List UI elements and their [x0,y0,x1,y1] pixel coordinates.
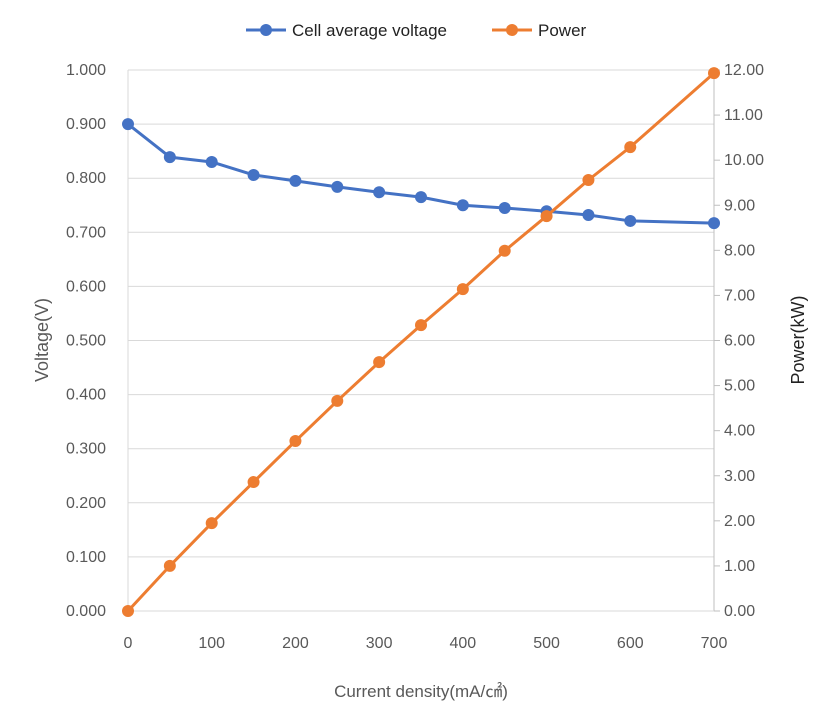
y-tick-label: 0.600 [66,278,106,295]
x-tick-label: 600 [617,635,644,652]
x-tick-label: 0 [124,635,133,652]
y-axis-title: Voltage(V) [32,298,52,382]
y-tick-label: 0.500 [66,333,106,350]
data-point [163,151,176,164]
x-tick-label: 700 [701,635,728,652]
y-tick-label: 1.000 [66,62,106,79]
y-tick-label: 0.300 [66,441,106,458]
data-point [498,201,511,214]
legend-label: Cell average voltage [292,21,447,40]
data-point [331,180,344,193]
legend: Cell average voltage Power [246,21,587,40]
y2-tick-label: 1.00 [724,558,755,575]
data-point [331,394,344,407]
y2-tick-label: 2.00 [724,513,755,530]
legend-label: Power [538,21,587,40]
series-line-0 [127,122,715,225]
y2-tick-label: 3.00 [724,468,755,485]
legend-marker [506,24,518,36]
y2-tick-label: 10.00 [724,152,764,169]
y-tick-label: 0.100 [66,549,106,566]
x-tick-label: 300 [366,635,393,652]
y2-tick-label: 6.00 [724,333,755,350]
y2-tick-label: 4.00 [724,423,755,440]
x-axis-title: Current density(mA/㎠) [334,682,508,701]
x-tick-label: 200 [282,635,309,652]
y-tick-label: 0.400 [66,387,106,404]
y2-tick-label: 7.00 [724,287,755,304]
y-tick-label: 0.200 [66,495,106,512]
legend-marker [260,24,272,36]
data-point [247,476,260,489]
y-tick-label: 0.900 [66,116,106,133]
y2-tick-label: 8.00 [724,242,755,259]
data-point [373,356,386,369]
data-point [205,517,218,530]
data-point [415,191,427,204]
y2-tick-label: 11.00 [724,107,763,124]
data-point [163,559,176,572]
data-point [122,605,134,617]
y2-tick-label: 0.00 [724,603,755,620]
data-point [373,186,386,199]
data-point [582,208,595,221]
x-tick-label: 400 [450,635,477,652]
data-point [540,210,553,223]
data-point [624,141,637,154]
y2-tick-label: 12.00 [724,62,764,79]
data-point [498,244,511,257]
y2-tick-label: 5.00 [724,378,755,395]
x-tick-label: 500 [533,635,560,652]
y2-tick-label: 9.00 [724,197,755,214]
data-point [122,118,134,131]
x-tick-label: 100 [198,635,225,652]
data-point [289,174,302,187]
data-point [205,155,218,168]
y-tick-label: 0.700 [66,224,106,241]
y2-axis-title: Power(kW) [788,296,808,385]
data-point [456,283,469,296]
y-tick-label: 0.800 [66,170,106,187]
data-point [456,199,469,212]
data-point [247,168,260,181]
data-point [624,214,637,227]
series-line-1 [126,72,715,613]
data-point [415,319,427,332]
data-point [289,435,302,448]
data-point [708,67,720,80]
data-point [708,217,720,230]
data-point [582,174,595,187]
y-tick-label: 0.000 [66,603,106,620]
